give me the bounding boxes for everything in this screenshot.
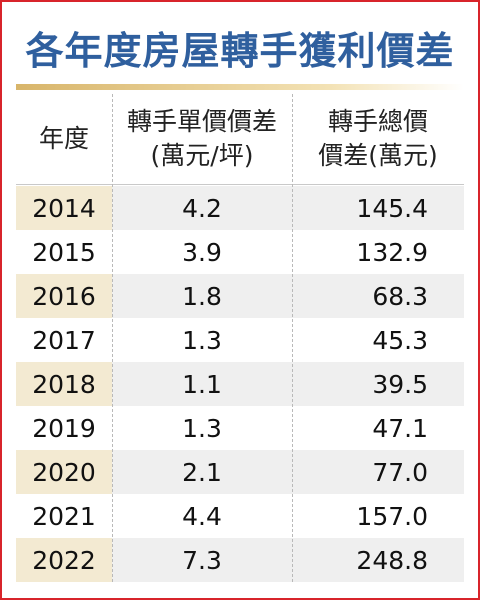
table-row: 2015 3.9 132.9 xyxy=(16,230,464,274)
cell-unit-price: 1.3 xyxy=(182,325,222,355)
header-total-price-line1: 轉手總價 xyxy=(327,107,428,136)
cell-year: 2021 xyxy=(32,501,96,531)
cell-total-price: 77.0 xyxy=(292,450,464,494)
data-table: 年度 轉手單價價差 (萬元/坪) 轉手總價 價差(萬元) 2014 4.2 145.… xyxy=(16,94,464,582)
table-row: 2016 1.8 68.3 xyxy=(16,274,464,318)
title-bar: 各年度房屋轉手獲利價差 xyxy=(2,2,478,94)
table-row: 2018 1.1 39.5 xyxy=(16,362,464,406)
cell-total-price: 39.5 xyxy=(292,362,464,406)
table-header: 年度 轉手單價價差 (萬元/坪) 轉手總價 價差(萬元) xyxy=(16,94,464,185)
cell-year: 2017 xyxy=(32,325,96,355)
cell-total-price: 145.4 xyxy=(292,186,464,230)
header-total-price-line2: 價差(萬元) xyxy=(318,141,438,170)
cell-total-price: 157.0 xyxy=(356,501,428,531)
cell-unit-price: 1.3 xyxy=(182,413,222,443)
header-unit-price-line1: 轉手單價價差 xyxy=(126,107,277,136)
cell-total-price: 68.3 xyxy=(292,274,464,318)
table-row: 2021 4.4 157.0 xyxy=(16,494,464,538)
chart-title: 各年度房屋轉手獲利價差 xyxy=(25,29,455,73)
table-row: 2020 2.1 77.0 xyxy=(16,450,464,494)
cell-unit-price: 4.2 xyxy=(112,186,292,230)
cell-total-price: 45.3 xyxy=(372,325,428,355)
cell-total-price: 248.8 xyxy=(292,538,464,582)
title-underline xyxy=(16,84,464,90)
cell-unit-price: 2.1 xyxy=(112,450,292,494)
cell-year: 2020 xyxy=(16,450,112,494)
cell-unit-price: 3.9 xyxy=(182,237,222,267)
cell-year: 2018 xyxy=(16,362,112,406)
cell-unit-price: 1.1 xyxy=(112,362,292,406)
table-row: 2022 7.3 248.8 xyxy=(16,538,464,582)
column-divider-1 xyxy=(112,94,113,582)
table-row: 2017 1.3 45.3 xyxy=(16,318,464,362)
header-year-label: 年度 xyxy=(38,124,89,153)
cell-year: 2019 xyxy=(32,413,96,443)
cell-year: 2015 xyxy=(32,237,96,267)
cell-year: 2014 xyxy=(16,186,112,230)
header-unit-price: 轉手單價價差 (萬元/坪) xyxy=(112,94,292,184)
cell-unit-price: 4.4 xyxy=(182,501,222,531)
table-row: 2014 4.2 145.4 xyxy=(16,186,464,230)
cell-total-price: 132.9 xyxy=(356,237,428,267)
cell-unit-price: 1.8 xyxy=(112,274,292,318)
header-year: 年度 xyxy=(16,94,112,184)
table-row: 2019 1.3 47.1 xyxy=(16,406,464,450)
cell-total-price: 47.1 xyxy=(372,413,428,443)
header-unit-price-line2: (萬元/坪) xyxy=(150,141,254,170)
header-total-price: 轉手總價 價差(萬元) xyxy=(292,94,464,184)
cell-year: 2022 xyxy=(16,538,112,582)
cell-year: 2016 xyxy=(16,274,112,318)
cell-unit-price: 7.3 xyxy=(112,538,292,582)
column-divider-2 xyxy=(292,94,293,582)
